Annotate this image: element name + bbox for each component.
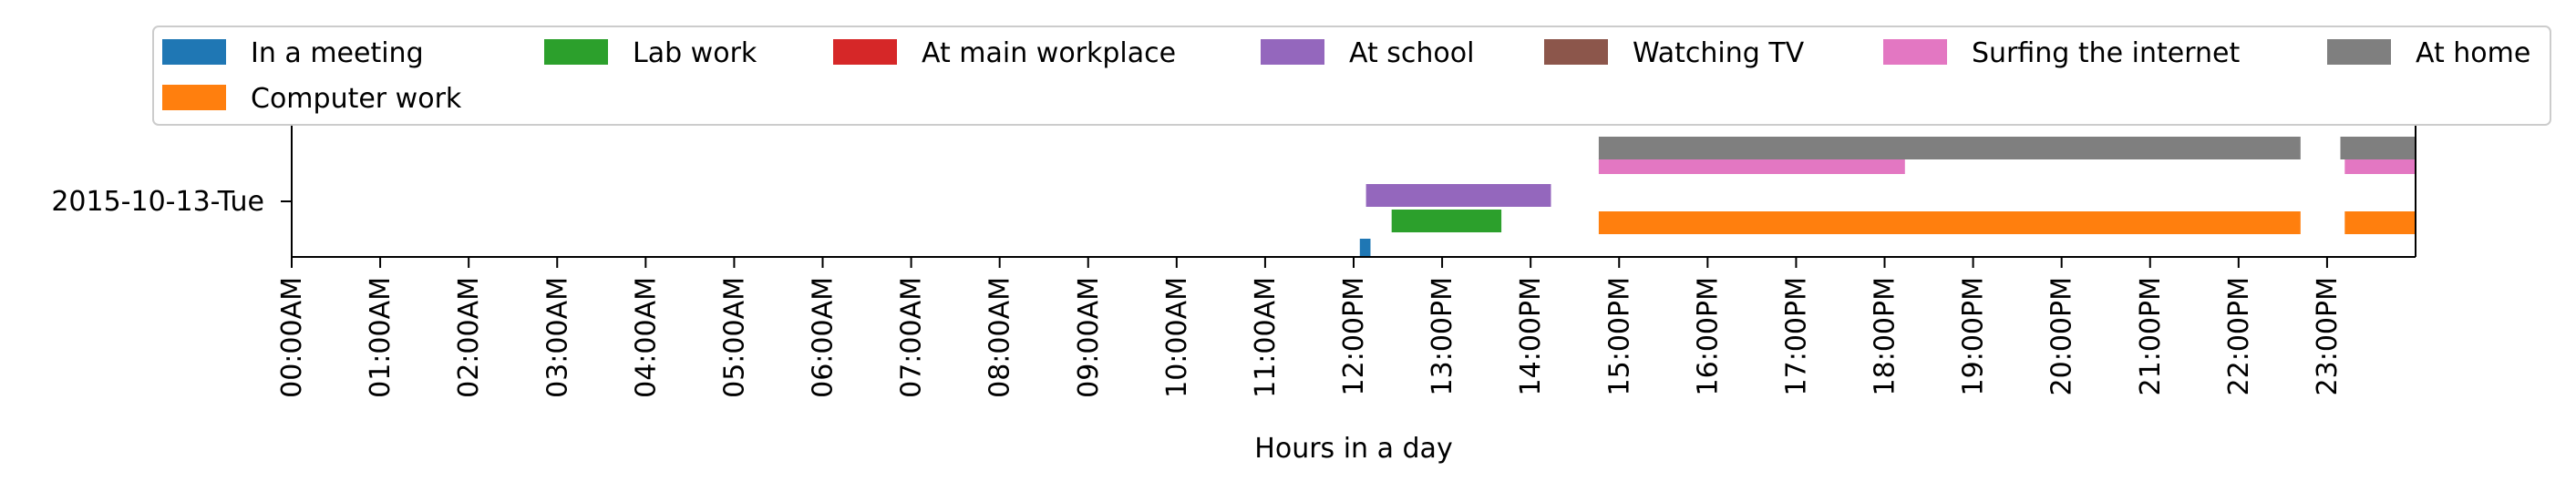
x-tick-label: 20:00PM bbox=[2046, 277, 2078, 395]
axes-layer: 2015-10-13-Tue 00:00AM 01:00AM 02:00AM 03:00… bbox=[51, 124, 2416, 398]
x-tick-label: 02:00AM bbox=[453, 277, 485, 398]
x-tick-label: 01:00AM bbox=[365, 277, 397, 398]
bar-computer-work-0 bbox=[1598, 211, 2301, 234]
bar-at-home-0 bbox=[1598, 137, 2301, 159]
legend-swatch bbox=[544, 39, 608, 65]
bar-surfing-the-internet-1 bbox=[2344, 159, 2416, 174]
legend-swatch bbox=[162, 85, 226, 110]
bar-lab-work-0 bbox=[1391, 210, 1502, 232]
x-tick-label: 10:00AM bbox=[1161, 277, 1193, 398]
x-tick-label: 22:00PM bbox=[2223, 277, 2255, 395]
bars-layer bbox=[1359, 137, 2416, 256]
x-tick-label: 16:00PM bbox=[1692, 277, 1724, 395]
x-tick-label: 00:00AM bbox=[276, 277, 308, 398]
bar-computer-work-1 bbox=[2344, 211, 2416, 234]
x-tick-label: 13:00PM bbox=[1427, 277, 1458, 395]
x-tick-label: 04:00AM bbox=[630, 277, 662, 398]
legend-entry-label: At main workplace bbox=[922, 37, 1176, 69]
x-tick-label: 15:00PM bbox=[1603, 277, 1635, 395]
legend-entry-label: Lab work bbox=[633, 37, 757, 69]
legend-entry-label: At school bbox=[1349, 37, 1474, 69]
bar-surfing-the-internet-0 bbox=[1598, 159, 1905, 174]
legend-entry-label: Computer work bbox=[251, 83, 462, 115]
legend-entry-label: In a meeting bbox=[251, 37, 424, 69]
x-tick-label: 21:00PM bbox=[2135, 277, 2167, 395]
x-tick-label: 06:00AM bbox=[808, 277, 840, 398]
x-tick-label: 12:00PM bbox=[1338, 277, 1370, 395]
x-tick-label: 07:00AM bbox=[896, 277, 928, 398]
bar-at-home-1 bbox=[2340, 137, 2416, 159]
legend: In a meeting Lab work At main workplace At … bbox=[152, 26, 2551, 126]
bar-at-school-0 bbox=[1365, 184, 1551, 207]
legend-swatch bbox=[1883, 39, 1947, 65]
x-tick-label: 08:00AM bbox=[984, 277, 1016, 398]
x-axis-label: Hours in a day bbox=[1254, 433, 1452, 465]
x-tick-label: 17:00PM bbox=[1780, 277, 1812, 395]
x-tick-label: 05:00AM bbox=[718, 277, 750, 398]
x-tick-label: 18:00PM bbox=[1870, 277, 1901, 395]
legend-swatch bbox=[2327, 39, 2391, 65]
x-tick-label: 11:00AM bbox=[1250, 277, 1282, 398]
legend-swatch bbox=[1544, 39, 1608, 65]
legend-frame bbox=[152, 26, 2551, 126]
legend-entry-label: Watching TV bbox=[1633, 37, 1805, 69]
legend-swatch bbox=[162, 39, 226, 65]
x-tick-label: 09:00AM bbox=[1073, 277, 1105, 398]
legend-entry-label: At home bbox=[2416, 37, 2530, 69]
x-tick-label: 23:00PM bbox=[2312, 277, 2344, 395]
x-tick-label: 14:00PM bbox=[1515, 277, 1547, 395]
x-tick-label: 19:00PM bbox=[1958, 277, 1990, 395]
y-tick-label: 2015-10-13-Tue bbox=[51, 186, 264, 218]
legend-swatch bbox=[833, 39, 897, 65]
legend-entry-label: Surfing the internet bbox=[1972, 37, 2240, 69]
legend-swatch bbox=[1261, 39, 1324, 65]
x-tick-label: 03:00AM bbox=[541, 277, 573, 398]
bar-in-a-meeting-0 bbox=[1359, 239, 1371, 256]
